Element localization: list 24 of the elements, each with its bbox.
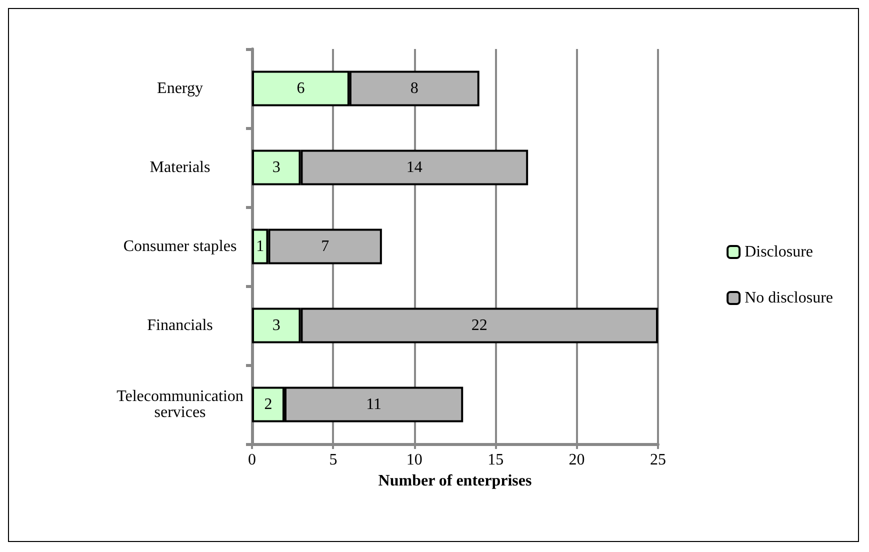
data-label: 22 xyxy=(471,317,488,334)
y-tick-label: Financials xyxy=(147,317,213,334)
x-tick-label: 0 xyxy=(248,452,256,468)
data-label: 11 xyxy=(366,396,382,413)
y-tick-label: Energy xyxy=(157,80,203,97)
y-tick-label: Consumer staples xyxy=(123,238,237,255)
x-tick-label: 15 xyxy=(488,452,504,468)
legend-label: No disclosure xyxy=(744,290,834,306)
data-label: 7 xyxy=(321,238,330,255)
x-axis-title: Number of enterprises xyxy=(378,472,532,490)
data-label: 2 xyxy=(264,396,272,413)
data-label: 3 xyxy=(272,159,280,176)
data-label: 6 xyxy=(296,80,305,97)
y-tick-label: Telecommunication services xyxy=(116,388,244,421)
x-tick-label: 25 xyxy=(650,452,666,468)
data-label: 8 xyxy=(410,80,418,97)
y-tick-label: Materials xyxy=(150,159,210,176)
data-label: 1 xyxy=(256,238,264,255)
legend-label: Disclosure xyxy=(744,244,814,260)
data-label: 14 xyxy=(406,159,422,176)
data-label: 3 xyxy=(272,317,280,334)
x-tick-label: 20 xyxy=(568,452,585,468)
x-tick-label: 5 xyxy=(329,452,338,468)
x-tick-label: 10 xyxy=(406,452,422,468)
